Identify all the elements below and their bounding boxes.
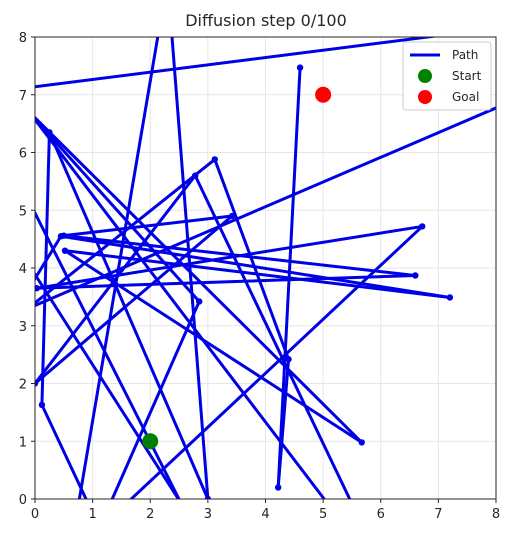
- path-point: [412, 272, 419, 279]
- path-series: [3, 37, 496, 531]
- x-tick-label: 6: [377, 507, 385, 522]
- legend: Path Start Goal: [402, 41, 492, 111]
- x-tick-label: 0: [31, 507, 39, 522]
- path-segment: [35, 214, 234, 385]
- path-point: [35, 380, 39, 387]
- y-tick-label: 0: [19, 493, 27, 508]
- y-tick-label: 7: [19, 89, 27, 104]
- x-tick-label: 3: [204, 507, 212, 522]
- path-segment: [63, 249, 452, 299]
- path-point: [419, 223, 426, 230]
- y-tick-label: 4: [19, 262, 27, 277]
- path-segment: [77, 37, 160, 499]
- path-point: [61, 247, 69, 254]
- path-segment: [62, 234, 417, 278]
- path-segment: [35, 37, 440, 89]
- y-tick-label: 8: [19, 31, 27, 46]
- path-point: [274, 484, 282, 491]
- path-segment: [35, 174, 197, 385]
- legend-goal-label: Goal: [452, 90, 479, 104]
- goal-marker: [315, 86, 332, 103]
- start-marker: [142, 433, 159, 450]
- path-segment: [276, 357, 291, 489]
- path-point: [3, 323, 9, 329]
- path-segment: [35, 274, 417, 290]
- path-point: [296, 64, 304, 71]
- legend-start-swatch: [418, 69, 432, 83]
- path-point: [46, 129, 53, 136]
- path-point: [38, 401, 46, 409]
- path-segment: [40, 130, 51, 407]
- path-segment: [35, 115, 364, 444]
- path-point: [191, 172, 199, 179]
- x-tick-label: 7: [434, 507, 442, 522]
- ticks: 0 1 2 3 4 5 6 7 8 0 1 2 3 4 5 6 7 8: [19, 31, 500, 522]
- path-point: [204, 495, 212, 499]
- path-point: [60, 232, 68, 239]
- y-tick-label: 3: [19, 320, 27, 335]
- path-segment: [35, 234, 63, 282]
- y-tick-label: 1: [19, 435, 27, 450]
- y-tick-label: 6: [19, 147, 27, 162]
- path-segment: [47, 130, 210, 499]
- path-segment: [193, 174, 352, 499]
- path-segment: [35, 117, 327, 499]
- path-segment: [35, 106, 496, 308]
- path-segment: [110, 299, 201, 499]
- x-tick-label: 1: [88, 507, 96, 522]
- legend-goal-swatch: [418, 90, 432, 104]
- markers: [142, 86, 332, 450]
- path-point: [35, 285, 40, 292]
- x-tick-label: 5: [319, 507, 327, 522]
- path-point: [211, 156, 218, 163]
- path-point: [358, 439, 365, 446]
- path-segment: [40, 403, 88, 499]
- path-point: [20, 103, 26, 109]
- path-point: [360, 525, 366, 531]
- x-tick-label: 4: [261, 507, 269, 522]
- path-point: [228, 212, 236, 220]
- x-tick-label: 8: [492, 507, 500, 522]
- path-segment: [62, 214, 234, 238]
- path-point: [96, 525, 102, 531]
- path-segment: [35, 271, 181, 499]
- path-point: [196, 298, 203, 305]
- x-tick-label: 2: [146, 507, 154, 522]
- path-segment: [213, 157, 291, 361]
- y-tick-label: 2: [19, 378, 27, 393]
- path-segment: [35, 209, 181, 499]
- y-tick-label: 5: [19, 204, 27, 219]
- chart-title: Diffusion step 0/100: [185, 11, 347, 30]
- path-segment: [59, 234, 452, 299]
- legend-path-label: Path: [452, 48, 478, 62]
- path-point: [446, 294, 454, 301]
- path-segment: [129, 224, 424, 499]
- legend-start-label: Start: [452, 69, 482, 83]
- path-point: [285, 356, 292, 363]
